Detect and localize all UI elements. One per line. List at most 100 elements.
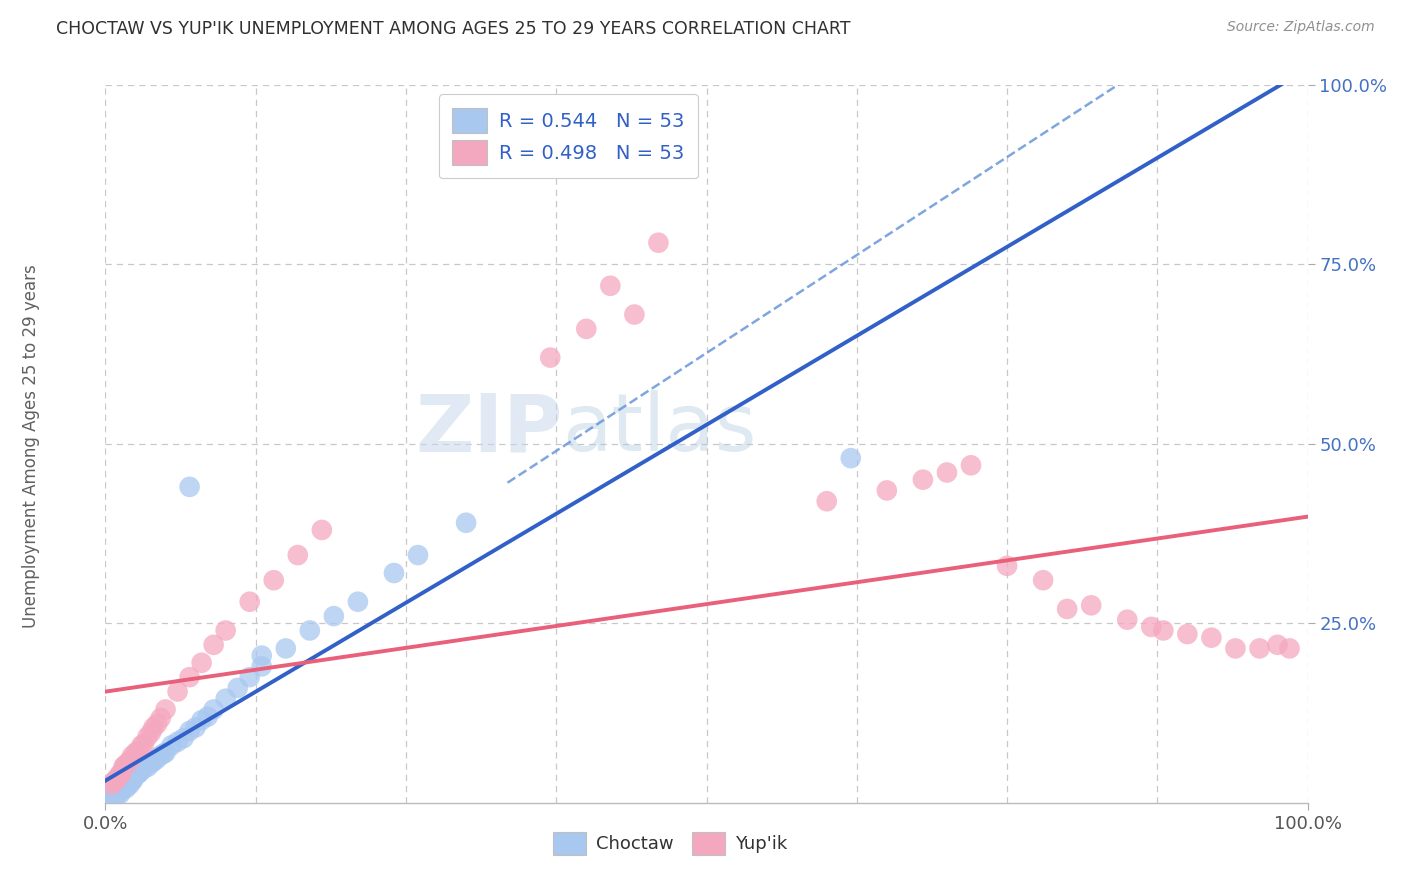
Point [111,783,134,797]
Point [1175,627,1198,641]
Text: CHOCTAW VS YUP'IK UNEMPLOYMENT AMONG AGES 25 TO 29 YEARS CORRELATION CHART: CHOCTAW VS YUP'IK UNEMPLOYMENT AMONG AGE… [56,20,851,37]
Point [108,783,131,797]
Point [311,523,333,537]
Point [110,767,132,781]
Point [184,720,207,734]
Point [124,746,146,760]
Point [115,781,138,796]
Point [139,756,162,771]
Point [1140,620,1163,634]
Point [1278,641,1301,656]
Point [995,558,1018,573]
Point [115,756,138,771]
Point [142,720,165,734]
Point [1152,624,1174,638]
Point [107,771,129,785]
Point [1116,613,1139,627]
Point [127,767,149,781]
Point [214,624,236,638]
Point [145,753,167,767]
Point [114,758,136,772]
Point [107,785,129,799]
Point [100,792,122,806]
Point [179,480,201,494]
Point [575,322,598,336]
Point [647,235,669,250]
Point [118,778,141,792]
Point [239,670,262,684]
Point [110,781,132,796]
Point [149,711,172,725]
Point [103,789,125,803]
Point [132,761,155,775]
Point [190,713,212,727]
Text: Unemployment Among Ages 25 to 29 years: Unemployment Among Ages 25 to 29 years [22,264,39,628]
Point [599,278,621,293]
Point [173,731,195,746]
Point [155,702,177,716]
Point [104,774,127,789]
Point [274,641,297,656]
Point [131,764,153,778]
Point [118,774,141,789]
Point [121,774,143,789]
Point [322,609,344,624]
Point [146,716,169,731]
Point [132,737,155,751]
Point [128,765,150,780]
Point [155,746,177,760]
Point [911,473,934,487]
Point [179,670,201,684]
Legend: Choctaw, Yup'ik: Choctaw, Yup'ik [546,824,794,862]
Point [239,595,262,609]
Point [815,494,838,508]
Text: Source: ZipAtlas.com: Source: ZipAtlas.com [1227,20,1375,34]
Point [112,760,135,774]
Point [1056,602,1078,616]
Point [112,780,135,794]
Point [100,778,122,792]
Point [197,709,219,723]
Point [103,774,125,789]
Point [152,747,174,761]
Point [454,516,477,530]
Point [108,787,131,801]
Point [263,573,285,587]
Point [1201,631,1223,645]
Point [382,566,405,580]
Point [202,638,225,652]
Point [1267,638,1289,652]
Point [136,760,159,774]
Point [166,735,188,749]
Point [121,771,143,785]
Point [250,648,273,663]
Point [115,778,138,792]
Text: atlas: atlas [562,391,756,468]
Point [287,548,309,562]
Point [115,775,138,789]
Point [936,466,959,480]
Point [139,725,162,739]
Point [131,739,153,753]
Point [166,684,188,698]
Point [142,754,165,768]
Point [179,724,201,739]
Point [960,458,983,473]
Point [136,730,159,744]
Point [1080,599,1102,613]
Point [226,681,249,695]
Point [623,308,645,322]
Point [298,624,321,638]
Point [124,768,146,782]
Point [538,351,561,365]
Point [114,778,136,792]
Point [108,767,131,781]
Point [1225,641,1247,656]
Point [1249,641,1271,656]
Point [250,659,273,673]
Point [118,754,141,768]
Point [347,595,370,609]
Point [127,744,149,758]
Point [104,789,127,803]
Point [190,656,212,670]
